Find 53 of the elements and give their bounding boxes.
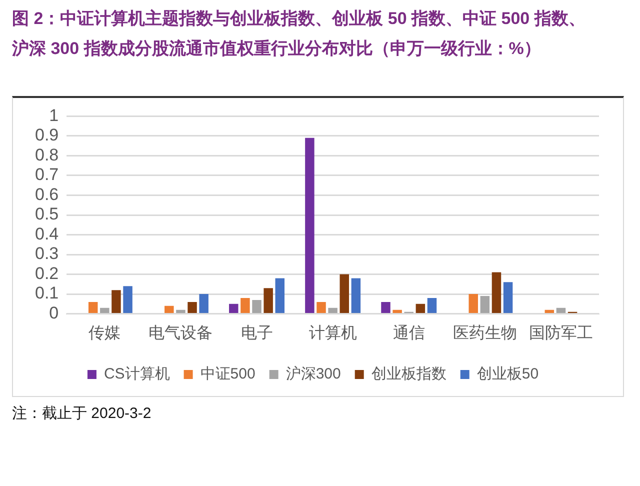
bar xyxy=(392,310,402,314)
bar xyxy=(340,274,349,314)
x-tick-label: 通信 xyxy=(392,324,425,342)
y-tick-label: 0.8 xyxy=(34,145,59,164)
bar xyxy=(229,304,238,314)
text: 注：截止于 2020-3-2 xyxy=(12,404,152,423)
y-tick-label: 0.6 xyxy=(34,184,59,204)
x-tick-label: 电气设备 xyxy=(148,324,213,342)
bar xyxy=(100,308,110,314)
bar xyxy=(164,306,174,314)
legend-label: 中证500 xyxy=(200,366,256,383)
y-tick-label: 0.5 xyxy=(34,204,59,224)
bar xyxy=(328,308,338,314)
bar xyxy=(480,296,490,314)
y-tick-label: 0 xyxy=(49,303,59,322)
y-tick-label: 0.4 xyxy=(34,224,59,244)
bar xyxy=(252,300,262,314)
y-tick-label: 1 xyxy=(49,106,59,125)
bar xyxy=(275,278,285,314)
bar xyxy=(427,298,437,314)
bar xyxy=(503,282,513,314)
bar xyxy=(492,272,502,314)
y-tick-label: 0.3 xyxy=(34,244,59,264)
x-tick-label: 国防军工 xyxy=(528,324,593,342)
x-tick-label: 电子 xyxy=(240,324,273,342)
y-tick-label: 0.2 xyxy=(34,264,59,283)
y-tick-label: 0.7 xyxy=(34,165,59,184)
bar xyxy=(199,294,208,314)
y-tick-label: 0.9 xyxy=(34,126,59,145)
bar xyxy=(240,298,250,314)
legend-label: 创业板50 xyxy=(476,366,539,383)
bar xyxy=(468,294,478,314)
bar xyxy=(351,278,361,314)
bar xyxy=(123,286,132,314)
legend-label: 沪深300 xyxy=(286,366,341,383)
bar xyxy=(264,288,273,314)
bar xyxy=(305,138,314,314)
x-tick-label: 传媒 xyxy=(88,324,121,342)
bar xyxy=(176,310,186,314)
bar xyxy=(316,302,326,314)
bar xyxy=(416,304,426,314)
chart-title: 图 2：中证计算机主题指数与创业板指数、创业板 50 指数、中证 500 指数、沪深 300 指数成分股流通市值权重行业分布对比（申万一级行业：%） xyxy=(12,8,586,60)
x-tick-label: 医药生物 xyxy=(452,324,517,342)
x-tick-label: 计算机 xyxy=(308,324,357,342)
bar xyxy=(556,308,566,314)
legend-label: 创业板指数 xyxy=(371,366,446,383)
y-tick-label: 0.1 xyxy=(34,284,59,303)
bar xyxy=(544,310,554,314)
bar xyxy=(381,302,390,314)
bar xyxy=(88,302,98,314)
bar xyxy=(112,290,121,314)
bar xyxy=(188,302,197,314)
legend-label: CS计算机 xyxy=(104,366,170,383)
